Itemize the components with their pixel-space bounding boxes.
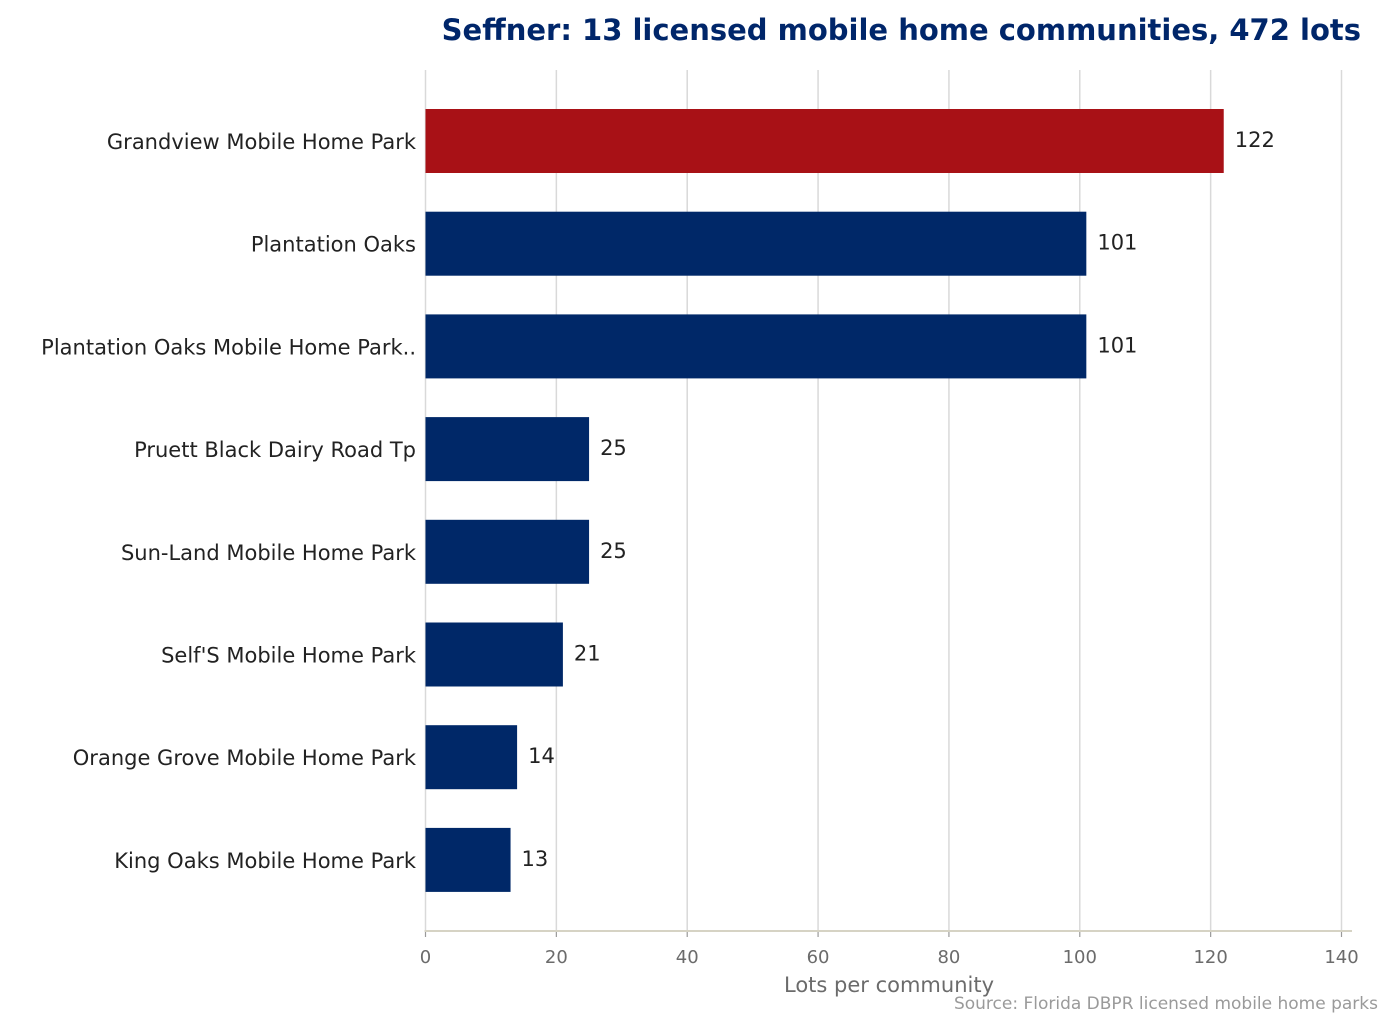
chart-title: Seffner: 13 licensed mobile home communi… (442, 13, 1361, 47)
x-tick-label-140: 140 (1324, 947, 1358, 968)
x-tick-label-40: 40 (676, 947, 699, 968)
x-tick-label-120: 120 (1193, 947, 1227, 968)
x-axis-title: Lots per community (784, 973, 994, 997)
value-label-4: 25 (600, 436, 627, 460)
x-tick-label-100: 100 (1063, 947, 1097, 968)
value-label-8: 13 (522, 847, 549, 871)
x-tick-label-20: 20 (545, 947, 568, 968)
category-label-6: Self'S Mobile Home Park (161, 644, 417, 668)
category-label-1: Grandview Mobile Home Park (107, 130, 417, 154)
value-label-7: 14 (528, 744, 555, 768)
x-tick-label-60: 60 (807, 947, 830, 968)
value-label-1: 122 (1235, 128, 1275, 152)
bar-8 (425, 827, 511, 892)
value-label-5: 25 (600, 539, 627, 563)
value-label-6: 21 (574, 642, 601, 666)
category-label-5: Sun-Land Mobile Home Park (121, 541, 417, 565)
x-axis: 0 20 40 60 80 100 120 140 (420, 930, 1359, 968)
category-label-3: Plantation Oaks Mobile Home Park.. (41, 335, 416, 359)
bar-5 (425, 519, 590, 584)
x-tick-label-0: 0 (420, 947, 431, 968)
category-label-2: Plantation Oaks (251, 233, 416, 257)
category-label-4: Pruett Black Dairy Road Tp (134, 438, 416, 462)
bar-2 (425, 211, 1087, 276)
bar-4 (425, 417, 590, 482)
bar-3 (425, 314, 1087, 379)
bars: Grandview Mobile Home Park 122 Plantation … (41, 109, 1275, 892)
bar-6 (425, 622, 563, 687)
value-label-2: 101 (1097, 231, 1137, 255)
category-label-7: Orange Grove Mobile Home Park (73, 746, 417, 770)
value-label-3: 101 (1097, 333, 1137, 357)
bar-1 (425, 109, 1224, 173)
source-note: Source: Florida DBPR licensed mobile hom… (954, 994, 1378, 1014)
category-label-8: King Oaks Mobile Home Park (114, 849, 417, 873)
gridlines (424, 70, 1343, 931)
bar-7 (425, 725, 518, 790)
x-tick-label-80: 80 (937, 947, 960, 968)
